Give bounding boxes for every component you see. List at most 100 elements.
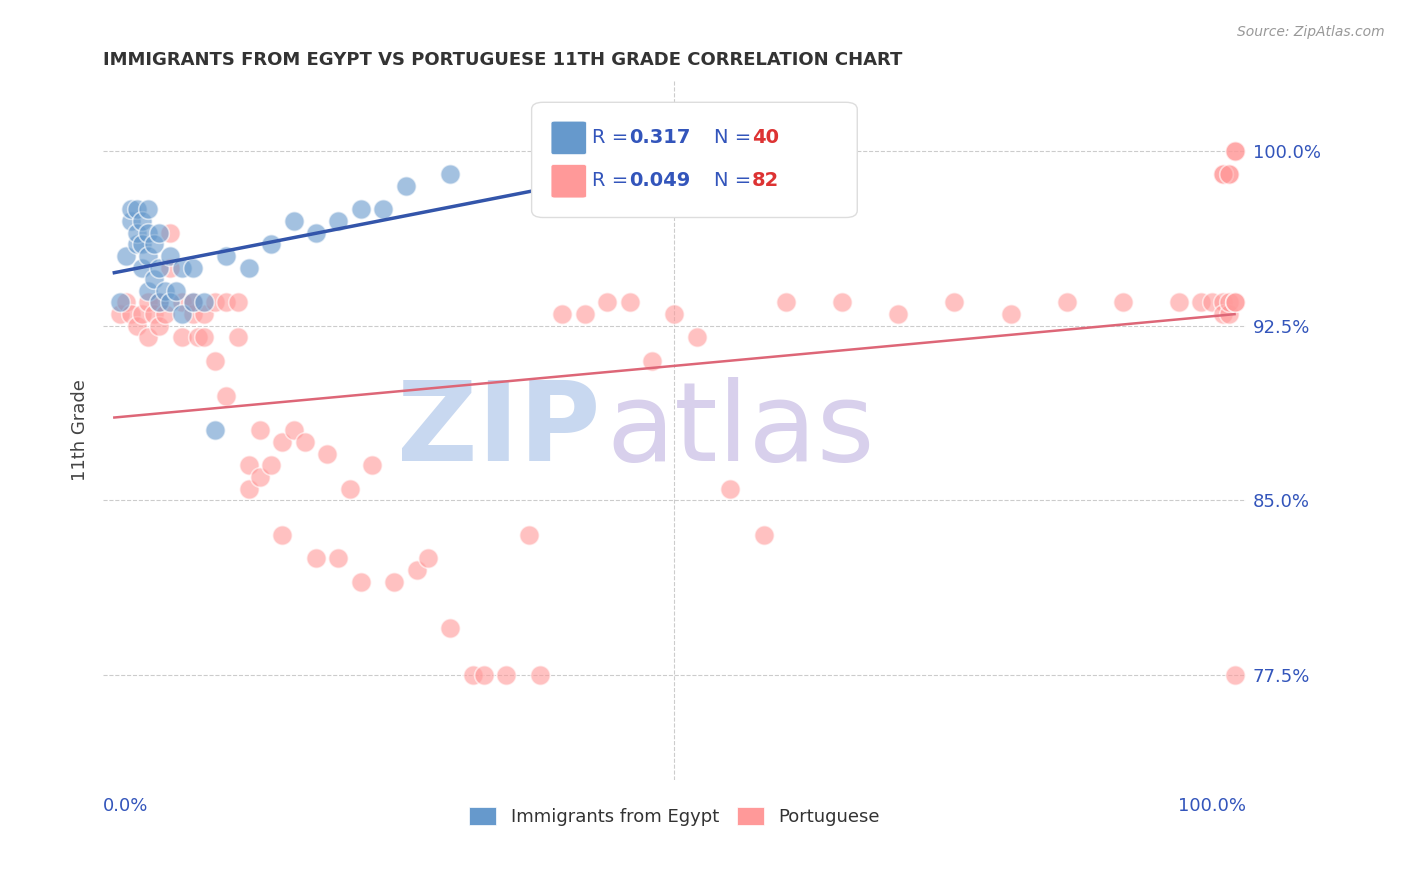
Point <box>120 214 142 228</box>
Point <box>831 295 853 310</box>
Text: 100.0%: 100.0% <box>1178 797 1246 815</box>
Point <box>136 295 159 310</box>
Point <box>1218 168 1240 182</box>
Point <box>204 353 226 368</box>
Point <box>125 318 148 333</box>
Point <box>1212 295 1234 310</box>
Point <box>114 249 136 263</box>
Point <box>170 307 193 321</box>
Point <box>136 284 159 298</box>
Point <box>283 214 305 228</box>
Point <box>120 202 142 217</box>
Point <box>260 237 283 252</box>
Point <box>517 528 540 542</box>
Point <box>136 226 159 240</box>
Point <box>405 563 427 577</box>
Text: N =: N = <box>714 171 758 190</box>
Point <box>142 272 165 286</box>
Point <box>125 202 148 217</box>
Point <box>1223 144 1246 158</box>
Point <box>439 168 461 182</box>
Point <box>328 214 350 228</box>
FancyBboxPatch shape <box>531 103 858 218</box>
Point <box>142 307 165 321</box>
Point <box>394 179 416 194</box>
Point <box>136 202 159 217</box>
Point <box>619 295 641 310</box>
Point <box>204 295 226 310</box>
Point <box>159 295 181 310</box>
Point <box>249 470 271 484</box>
Point <box>461 668 484 682</box>
Point <box>181 260 204 275</box>
Point <box>328 551 350 566</box>
Point <box>159 260 181 275</box>
Point <box>187 330 209 344</box>
Point <box>181 295 204 310</box>
Point <box>551 307 574 321</box>
Point <box>384 574 406 589</box>
Point <box>131 307 153 321</box>
Point <box>1111 295 1133 310</box>
Text: IMMIGRANTS FROM EGYPT VS PORTUGUESE 11TH GRADE CORRELATION CHART: IMMIGRANTS FROM EGYPT VS PORTUGUESE 11TH… <box>103 51 903 69</box>
Text: 0.049: 0.049 <box>628 171 690 190</box>
Point <box>495 668 517 682</box>
Point <box>226 295 249 310</box>
Point <box>283 424 305 438</box>
Point <box>373 202 395 217</box>
Point <box>943 295 966 310</box>
Point <box>108 295 131 310</box>
Point <box>1223 295 1246 310</box>
Point <box>775 295 797 310</box>
Point <box>271 528 294 542</box>
Point <box>136 249 159 263</box>
FancyBboxPatch shape <box>551 121 586 154</box>
Point <box>159 249 181 263</box>
Point <box>181 295 204 310</box>
Text: ZIP: ZIP <box>396 377 600 484</box>
Point <box>720 482 742 496</box>
Point <box>193 307 215 321</box>
Point <box>238 458 260 473</box>
Point <box>193 295 215 310</box>
Point <box>1223 295 1246 310</box>
Point <box>1189 295 1212 310</box>
Point <box>238 482 260 496</box>
Point <box>350 202 373 217</box>
Text: atlas: atlas <box>606 377 875 484</box>
Point <box>170 260 193 275</box>
Point <box>193 330 215 344</box>
Point <box>1223 668 1246 682</box>
Point <box>215 295 238 310</box>
Point <box>153 307 176 321</box>
Point <box>249 424 271 438</box>
Text: 0.0%: 0.0% <box>103 797 149 815</box>
Point <box>181 307 204 321</box>
Text: 0.317: 0.317 <box>628 128 690 146</box>
Point <box>114 295 136 310</box>
Point <box>170 295 193 310</box>
Text: Source: ZipAtlas.com: Source: ZipAtlas.com <box>1237 25 1385 39</box>
Legend: Immigrants from Egypt, Portuguese: Immigrants from Egypt, Portuguese <box>461 799 887 833</box>
Point <box>148 295 170 310</box>
Point <box>1218 295 1240 310</box>
Point <box>238 260 260 275</box>
Point <box>148 295 170 310</box>
Point <box>1212 168 1234 182</box>
Point <box>752 528 775 542</box>
Point <box>170 330 193 344</box>
Point <box>131 260 153 275</box>
Point <box>416 551 439 566</box>
Point <box>472 668 495 682</box>
Point <box>215 249 238 263</box>
Text: R =: R = <box>592 171 634 190</box>
Point <box>574 307 596 321</box>
Y-axis label: 11th Grade: 11th Grade <box>72 379 89 482</box>
Point <box>148 318 170 333</box>
Point <box>305 551 328 566</box>
Point <box>1056 295 1078 310</box>
Point <box>887 307 910 321</box>
Point <box>120 307 142 321</box>
Point <box>1201 295 1223 310</box>
Point <box>1167 295 1189 310</box>
